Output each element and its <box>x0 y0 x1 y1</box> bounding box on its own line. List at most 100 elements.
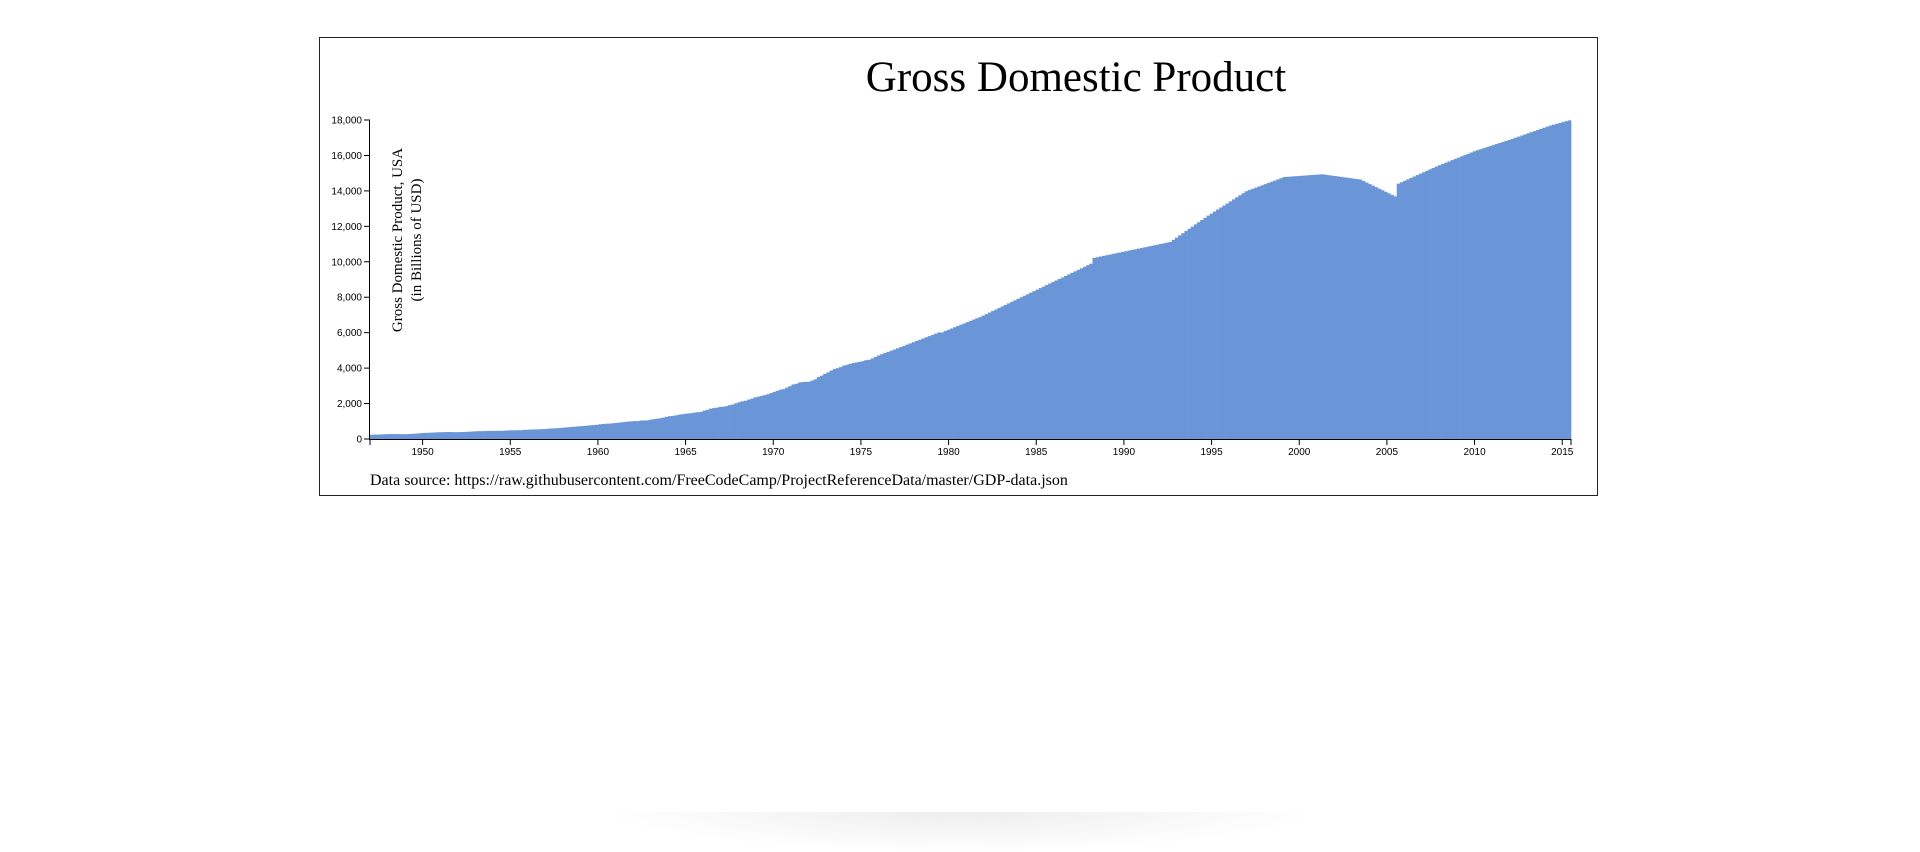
bar <box>1092 257 1097 439</box>
bar <box>430 432 434 439</box>
bar <box>610 423 615 439</box>
bar <box>683 413 688 439</box>
bar <box>949 328 954 439</box>
bar <box>680 414 685 439</box>
y-tick-label: 4,000 <box>337 364 362 375</box>
bar <box>1032 291 1036 439</box>
bar <box>379 434 384 439</box>
bar <box>461 431 466 439</box>
bar <box>1479 149 1483 439</box>
bar <box>677 414 681 439</box>
bar <box>1561 122 1566 439</box>
bar <box>968 320 973 439</box>
y-axis-title-line: Gross Domestic Product, USA <box>390 148 406 332</box>
bar <box>537 429 542 439</box>
bar <box>1130 249 1135 439</box>
bar <box>1231 199 1236 439</box>
bar <box>591 425 596 439</box>
x-tick-label: 1980 <box>937 447 960 458</box>
bar <box>1111 253 1116 439</box>
x-tick-label: 2005 <box>1376 447 1399 458</box>
x-tick-label: 1965 <box>674 447 697 458</box>
bar <box>734 403 738 439</box>
bar <box>1494 144 1499 439</box>
bar <box>382 434 387 439</box>
bar <box>1228 201 1233 439</box>
bar <box>823 373 827 439</box>
bar <box>1269 181 1274 439</box>
bar <box>1323 174 1328 439</box>
x-tick-label: 1975 <box>850 447 873 458</box>
bar <box>522 429 526 439</box>
bar <box>1178 235 1182 439</box>
bar <box>816 377 821 439</box>
bar <box>1555 123 1559 439</box>
bar <box>1374 187 1379 439</box>
bar <box>499 430 504 439</box>
bar <box>617 422 621 439</box>
bar <box>528 429 532 439</box>
bar <box>411 433 415 439</box>
x-tick-label: 1950 <box>411 447 434 458</box>
bar <box>525 429 529 439</box>
bar <box>1539 128 1543 439</box>
bar <box>1311 174 1315 439</box>
bar <box>639 420 643 439</box>
bar <box>921 338 925 439</box>
bar <box>858 361 862 439</box>
bar <box>1054 280 1058 439</box>
bar <box>978 317 982 439</box>
bar <box>724 406 729 439</box>
bar <box>1225 203 1230 439</box>
bar <box>477 431 482 439</box>
bar <box>1545 126 1550 440</box>
bar <box>1558 122 1562 440</box>
bar <box>598 424 602 439</box>
bar <box>997 307 1001 439</box>
bar <box>493 430 498 439</box>
bar <box>1327 175 1331 439</box>
bar <box>1396 183 1401 439</box>
bar <box>1428 169 1432 439</box>
bar <box>601 424 605 439</box>
y-tick-label: 16,000 <box>331 151 362 162</box>
bar <box>1000 306 1005 439</box>
bar <box>655 418 659 439</box>
y-tick-label: 2,000 <box>337 399 362 410</box>
bar <box>1450 160 1455 439</box>
bar <box>544 428 548 439</box>
y-tick-label: 12,000 <box>331 222 362 233</box>
bar <box>620 422 624 439</box>
x-axis: 1950 1955 1960 1965 1970 1975 1980 1985 1990 1995… <box>369 439 1574 458</box>
bar <box>1159 243 1163 439</box>
bar <box>1548 125 1553 439</box>
bar <box>877 355 881 439</box>
bar <box>987 312 992 439</box>
x-tick-label: 1970 <box>762 447 785 458</box>
bar <box>1517 136 1521 440</box>
bar <box>664 416 669 439</box>
bar <box>1523 134 1527 439</box>
bar <box>594 424 599 439</box>
bar <box>1349 178 1353 439</box>
bar <box>1095 257 1100 439</box>
bar <box>886 351 891 439</box>
bar <box>436 432 441 439</box>
bar <box>1013 300 1017 439</box>
bar <box>404 434 409 439</box>
bar <box>959 324 963 439</box>
bar <box>702 410 707 439</box>
bar <box>446 431 450 439</box>
bar <box>496 430 501 439</box>
bar <box>629 421 634 439</box>
y-axis: 0 2,000 4,000 6,000 8,000 10,000 12,000 14,000 1… <box>331 116 370 446</box>
bar <box>468 431 472 439</box>
bar <box>1447 161 1451 439</box>
y-tick-label: 10,000 <box>331 257 362 268</box>
bar <box>832 369 837 439</box>
bar <box>804 381 808 439</box>
bar <box>1209 213 1214 439</box>
bar <box>835 368 840 439</box>
bar <box>1390 194 1394 439</box>
data-source-note: Data source: https://raw.githubuserconte… <box>370 472 1068 489</box>
